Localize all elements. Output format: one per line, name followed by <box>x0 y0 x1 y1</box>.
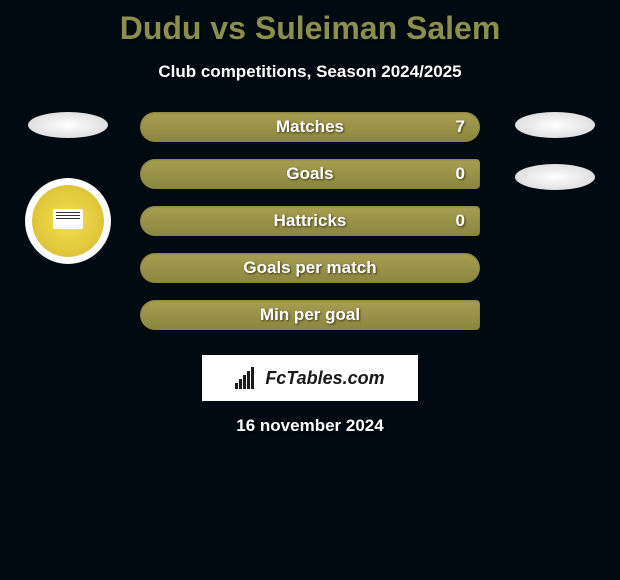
stat-label: Matches <box>276 117 344 137</box>
left-player-badges <box>25 112 111 264</box>
stat-label: Goals <box>286 164 333 184</box>
stat-value: 0 <box>456 164 465 184</box>
page-title: Dudu vs Suleiman Salem <box>0 10 620 47</box>
stats-section: Matches 7 Goals 0 Hattricks 0 Goals per … <box>0 112 620 330</box>
date-text: 16 november 2024 <box>0 416 620 436</box>
stat-value: 0 <box>456 211 465 231</box>
right-player-badges <box>515 112 595 190</box>
stat-label: Hattricks <box>274 211 347 231</box>
stat-label: Goals per match <box>243 258 376 278</box>
branding-text: FcTables.com <box>265 368 384 389</box>
stat-bar-min-per-goal: Min per goal <box>140 300 480 330</box>
stat-value: 7 <box>456 117 465 137</box>
subtitle: Club competitions, Season 2024/2025 <box>0 62 620 82</box>
stat-bar-matches: Matches 7 <box>140 112 480 142</box>
player-badge-placeholder <box>28 112 108 138</box>
stat-bar-goals: Goals 0 <box>140 159 480 189</box>
chart-icon <box>235 367 261 389</box>
comparison-card: Dudu vs Suleiman Salem Club competitions… <box>0 0 620 436</box>
stat-label: Min per goal <box>260 305 360 325</box>
player-badge-placeholder <box>515 164 595 190</box>
stat-bar-hattricks: Hattricks 0 <box>140 206 480 236</box>
player-badge-placeholder <box>515 112 595 138</box>
club-badge-left <box>25 178 111 264</box>
stat-bar-goals-per-match: Goals per match <box>140 253 480 283</box>
branding-logo[interactable]: FcTables.com <box>202 355 418 401</box>
